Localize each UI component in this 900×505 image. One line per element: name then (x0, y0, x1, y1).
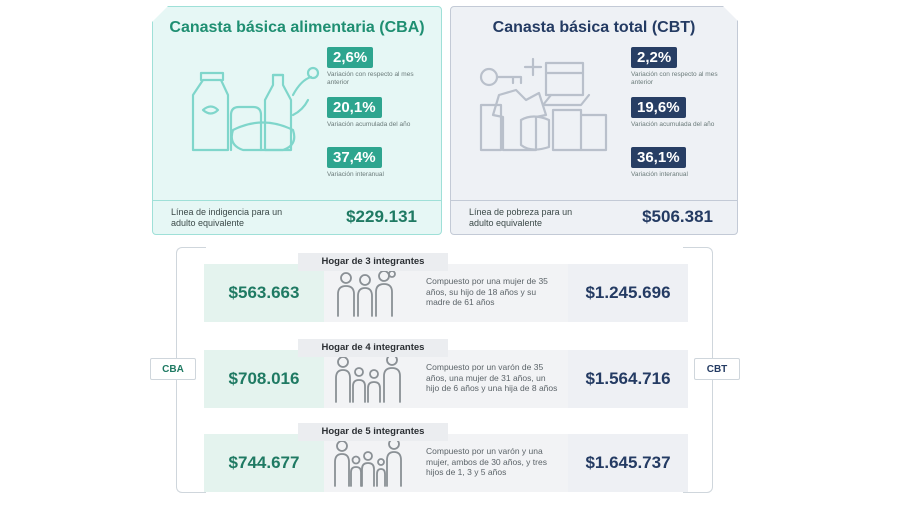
household-description: Compuesto por un varón y una mujer, ambo… (426, 446, 547, 477)
cba-cell: $563.663 (204, 264, 324, 322)
food-basket-icon (191, 66, 320, 152)
stat-value: 20,1% (327, 97, 382, 118)
household-description: Compuesto por un varón de 35 años, una m… (426, 362, 558, 393)
cba-stat-monthly: 2,6% Variación con respecto al mes anter… (327, 47, 437, 87)
cba-title: Canasta básica alimentaria (CBA) (169, 19, 425, 36)
cba-cell: $708.016 (204, 350, 324, 408)
stat-label: Variación interanual (327, 171, 384, 178)
cbt-cell: $1.564.716 (568, 350, 688, 408)
household-row-4: $708.016 Compuesto por un varón de 35 añ… (204, 339, 688, 408)
family-3-icon (337, 270, 396, 317)
divider (451, 200, 737, 201)
cbt-panel: Canasta básica total (CBT) 2,2% Variació… (450, 5, 741, 235)
household-goods-icon (479, 57, 608, 152)
cbt-cell: $1.645.737 (568, 434, 688, 492)
cbt-stat-ytd: 19,6% Variación acumulada del año (631, 97, 741, 129)
stat-value: 19,6% (631, 97, 686, 118)
cba-cell: $744.677 (204, 434, 324, 492)
cba-stat-ytd: 20,1% Variación acumulada del año (327, 97, 437, 129)
cbt-tag: CBT (694, 358, 740, 380)
poverty-line-value: $506.381 (642, 207, 713, 226)
cbt-amount: $1.645.737 (585, 453, 671, 472)
stat-value: 2,2% (631, 47, 678, 68)
stat-value: 2,6% (327, 47, 374, 68)
family-4-icon (335, 354, 401, 403)
panel-corner (151, 5, 168, 22)
cbt-amount: $1.245.696 (585, 283, 671, 302)
household-description: Compuesto por una mujer de 35 años, su h… (426, 276, 548, 307)
household-info: Compuesto por un varón de 35 años, una m… (324, 350, 568, 408)
cbt-stat-monthly: 2,2% Variación con respecto al mes anter… (631, 47, 741, 87)
cba-stat-yoy: 37,4% Variación interanual (327, 147, 437, 179)
household-row-3: $563.663 Compuesto por una mujer de 35 a… (204, 253, 688, 322)
stat-label: Variación interanual (631, 171, 688, 178)
household-info: Compuesto por una mujer de 35 años, su h… (324, 264, 568, 322)
cbt-title: Canasta básica total (CBT) (492, 19, 696, 36)
cba-tag: CBA (150, 358, 196, 380)
cba-amount: $744.677 (228, 453, 300, 472)
cbt-amount: $1.564.716 (585, 369, 671, 388)
indigence-line-label: Línea de indigencia para un adulto equiv… (171, 207, 283, 228)
stat-value: 36,1% (631, 147, 686, 168)
cba-amount: $708.016 (228, 369, 300, 388)
household-title: Hogar de 4 integrantes (298, 339, 448, 357)
household-title: Hogar de 3 integrantes (298, 253, 448, 271)
stat-label: Variación acumulada del año (327, 121, 411, 128)
household-row-5: $744.677 Compuesto por un varón y una mu… (204, 423, 688, 492)
stat-value: 37,4% (327, 147, 382, 168)
cba-panel: Canasta básica alimentaria (CBA) 2,6% Va… (151, 5, 442, 235)
panel-corner (722, 5, 739, 22)
family-5-icon (334, 438, 402, 487)
divider (153, 200, 441, 201)
stat-label: Variación acumulada del año (631, 121, 715, 128)
cbt-cell: $1.245.696 (568, 264, 688, 322)
household-info: Compuesto por un varón y una mujer, ambo… (324, 434, 568, 492)
household-title: Hogar de 5 integrantes (298, 423, 448, 441)
indigence-line-value: $229.131 (346, 207, 417, 226)
stat-label: Variación con respecto al mes anterior (631, 71, 718, 86)
cbt-stat-yoy: 36,1% Variación interanual (631, 147, 741, 179)
poverty-line-label: Línea de pobreza para un adulto equivale… (469, 207, 573, 228)
stat-label: Variación con respecto al mes anterior (327, 71, 414, 86)
cba-amount: $563.663 (228, 283, 300, 302)
